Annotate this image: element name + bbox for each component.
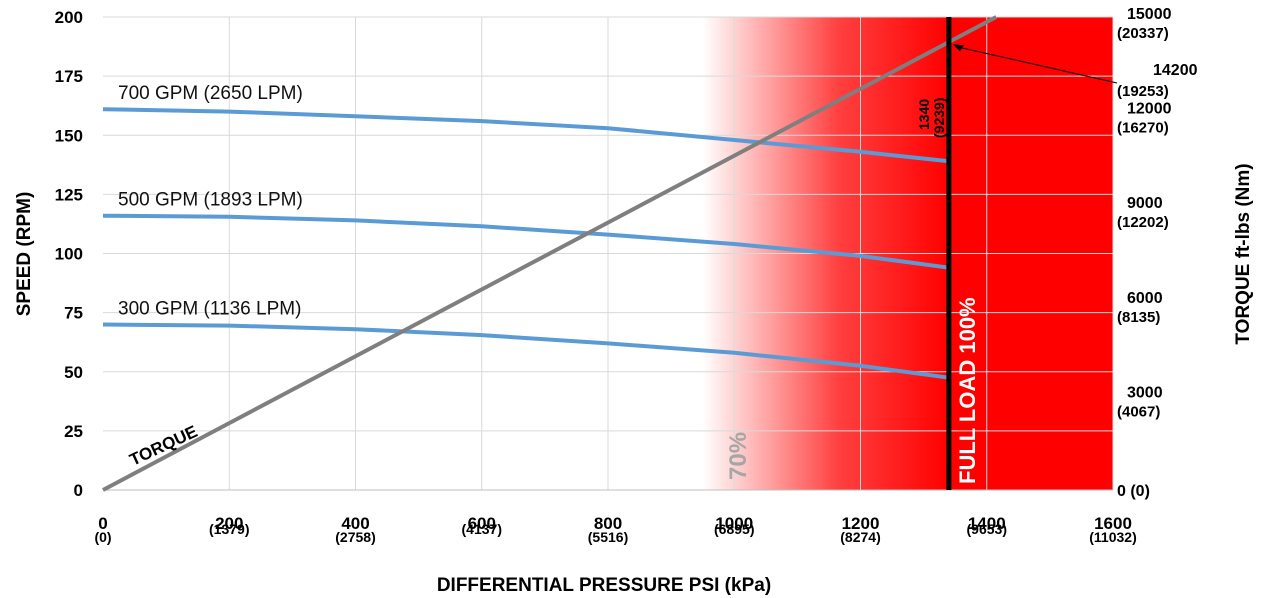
x-tick-sublabel: (0) <box>94 529 111 545</box>
x-tick-label: 200 <box>215 514 243 533</box>
seventy-percent-label: 70% <box>725 432 752 480</box>
x-tick-label: 1000 <box>715 514 753 533</box>
x-tick-label: 1400 <box>968 514 1006 533</box>
y2-tick-sublabel: (16270) <box>1117 120 1169 137</box>
flow-curve <box>102 322 950 380</box>
tick-labels: 0(0)200(1379) 400(2758)600(4137) 800(5516)… <box>55 6 1172 545</box>
y-tick-label: 200 <box>55 8 83 27</box>
y2-tick-label: 6000 <box>1127 290 1163 307</box>
series-label: 500 GPM (1893 LPM) <box>118 190 303 211</box>
x-tick-sublabel: (4137) <box>462 521 502 537</box>
x-tick-sublabel: (2758) <box>335 529 375 545</box>
series-label: 700 GPM (2650 LPM) <box>118 83 303 104</box>
y-tick-label: 25 <box>64 422 83 441</box>
full-load-value-sub: (9239) <box>931 98 947 138</box>
x-tick-label: 0 <box>98 514 107 533</box>
x-tick-sublabel: (9653) <box>967 521 1007 537</box>
y-axis-title: SPEED (RPM) <box>14 192 35 317</box>
flow-curve <box>102 107 950 164</box>
annotation-arrowhead <box>952 44 964 52</box>
x-tick-sublabel: (6895) <box>714 521 754 537</box>
y2-tick-label: 3000 <box>1127 384 1163 401</box>
y-tick-label: 125 <box>55 185 83 204</box>
annotation-value-sub: (19253) <box>1117 83 1169 100</box>
plot-lines <box>102 15 998 492</box>
x-tick-sublabel: (11032) <box>1089 529 1136 545</box>
y2-tick-label: 0 (0) <box>1117 483 1150 500</box>
y-tick-label: 50 <box>64 363 83 382</box>
full-load-value: 1340 <box>916 99 932 130</box>
x-tick-sublabel: (8274) <box>840 529 880 545</box>
y2-tick-sublabel: (4067) <box>1117 403 1160 420</box>
y-tick-label: 100 <box>55 245 83 264</box>
x-tick-label: 1200 <box>842 514 880 533</box>
y2-tick-sublabel: (8135) <box>1117 309 1160 326</box>
y2-tick-sublabel: (12202) <box>1117 214 1169 231</box>
y2-tick-label: 9000 <box>1127 195 1163 212</box>
annotation-leader <box>958 46 1118 84</box>
y2-tick-label: 12000 <box>1127 101 1172 118</box>
torque-line <box>102 15 998 492</box>
y-tick-label: 175 <box>55 67 83 86</box>
y2-tick-label: 15000 <box>1127 6 1172 23</box>
series-label: 300 GPM (1136 LPM) <box>118 298 301 319</box>
x-tick-sublabel: (5516) <box>588 529 628 545</box>
full-load-label: FULL LOAD 100% <box>955 297 980 484</box>
x-tick-label: 1600 <box>1094 514 1132 533</box>
x-axis-title: DIFFERENTIAL PRESSURE PSI (kPa) <box>437 575 771 596</box>
y-tick-label: 0 <box>74 481 83 500</box>
annotation-value: 14200 <box>1153 62 1198 79</box>
x-tick-label: 400 <box>341 514 369 533</box>
y2-axis-title: TORQUE ft-lbs (Nm) <box>1233 163 1254 344</box>
y-tick-label: 75 <box>64 304 83 323</box>
x-tick-label: 600 <box>468 514 496 533</box>
x-tick-label: 800 <box>594 514 622 533</box>
flow-curve <box>102 213 950 270</box>
y2-tick-sublabel: (20337) <box>1117 25 1169 42</box>
y-tick-label: 150 <box>55 126 83 145</box>
x-tick-sublabel: (1379) <box>209 521 249 537</box>
gridlines <box>103 16 1114 491</box>
